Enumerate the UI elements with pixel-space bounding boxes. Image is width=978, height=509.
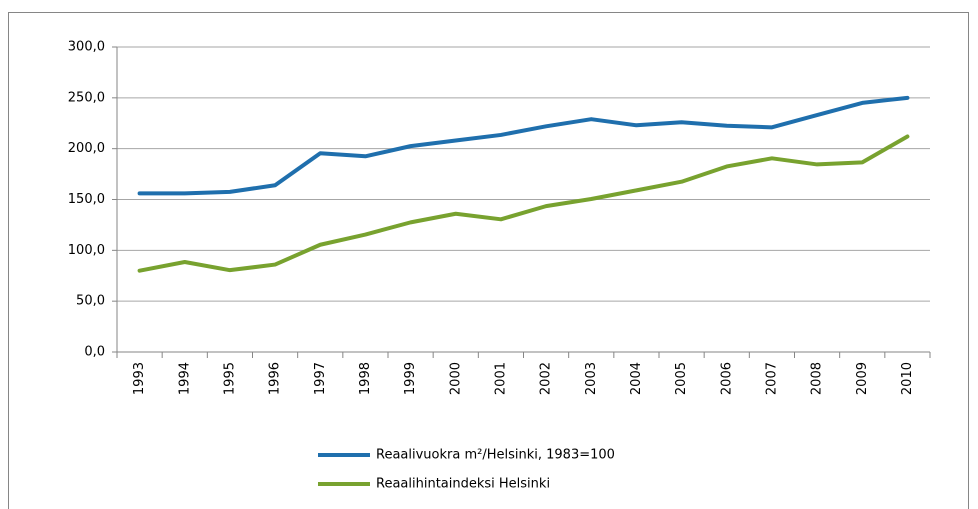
x-tick-label: 2009 (855, 362, 870, 395)
series-line (137, 134, 910, 273)
y-tick-label: 0,0 (84, 345, 105, 360)
y-tick-label: 200,0 (68, 141, 105, 156)
x-tick-label: 2008 (810, 362, 825, 395)
x-tick-label: 2007 (764, 362, 779, 395)
x-tick-label: 2010 (900, 362, 915, 395)
x-tick-label: 1997 (313, 362, 328, 395)
x-tick-label: 2002 (539, 362, 554, 395)
x-tick-label: 2001 (493, 362, 508, 395)
x-tick-label: 2005 (674, 362, 689, 395)
y-tick-label: 100,0 (68, 243, 105, 258)
y-tick-label: 50,0 (76, 294, 105, 309)
legend-label: Reaalihintaindeksi Helsinki (376, 477, 550, 492)
y-tick-label: 250,0 (68, 90, 105, 105)
x-tick-label: 2003 (584, 362, 599, 395)
x-tick-label: 2004 (629, 362, 644, 395)
x-tick-label: 2000 (448, 362, 463, 395)
y-tick-label: 300,0 (68, 40, 105, 55)
series-line (137, 95, 910, 196)
y-tick-label: 150,0 (68, 192, 105, 207)
x-tick-label: 1994 (177, 362, 192, 395)
x-tick-label: 1998 (358, 362, 373, 395)
x-tick-label: 2006 (719, 362, 734, 395)
chart-frame (8, 12, 969, 509)
x-tick-label: 1993 (132, 362, 147, 395)
x-tick-label: 1996 (268, 362, 283, 395)
legend-label: Reaalivuokra m²/Helsinki, 1983=100 (376, 448, 615, 463)
x-tick-label: 1999 (403, 362, 418, 395)
x-tick-label: 1995 (222, 362, 237, 395)
